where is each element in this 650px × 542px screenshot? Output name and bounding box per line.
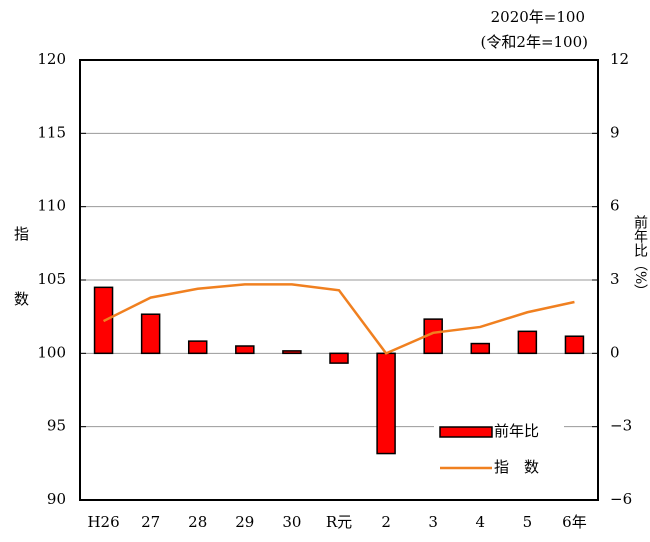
bar [376,352,396,455]
legend-label: 指 数 [494,458,539,476]
y-axis-label: 指数 [12,226,30,356]
y-tick-label: 105 [37,270,66,288]
y2-axis-label: 前年比（%） [632,214,648,298]
x-tick-label: R元 [326,513,352,531]
bar [329,352,349,364]
x-tick-label: 6年 [562,513,587,531]
bar [470,342,491,355]
base-note-sub: (令和2年=100) [481,33,588,51]
x-tick-label: H26 [87,513,119,531]
y2-tick-label: −3 [610,417,632,435]
base-note: 2020年=100 [491,8,585,26]
bar [517,330,538,355]
plot-frame [79,59,599,501]
y2-tick-label: −6 [610,490,632,508]
x-tick-label: 3 [428,513,438,531]
legend-label: 前年比 [494,422,539,440]
x-tick-label: 30 [282,513,301,531]
bar [140,313,161,355]
y-tick-label: 100 [37,343,66,361]
y2-tick-label: 3 [610,270,620,288]
bar [187,340,208,355]
y-tick-label: 110 [37,197,66,215]
y2-tick-label: 0 [610,343,620,361]
y-tick-label: 95 [47,417,66,435]
y2-tick-label: 9 [610,123,620,141]
bar [564,335,585,355]
legend-swatch [439,426,493,438]
bar [235,345,255,355]
y2-tick-label: 12 [610,50,629,68]
x-tick-label: 4 [475,513,485,531]
y-tick-label: 115 [37,123,66,141]
x-tick-label: 28 [188,513,207,531]
y2-tick-label: 6 [610,197,620,215]
x-tick-label: 29 [235,513,254,531]
x-tick-label: 5 [523,513,533,531]
line [102,283,575,355]
bar [282,350,302,355]
y-tick-label: 90 [47,490,66,508]
y-tick-label: 120 [37,50,66,68]
x-tick-label: 27 [141,513,160,531]
x-tick-label: 2 [381,513,391,531]
